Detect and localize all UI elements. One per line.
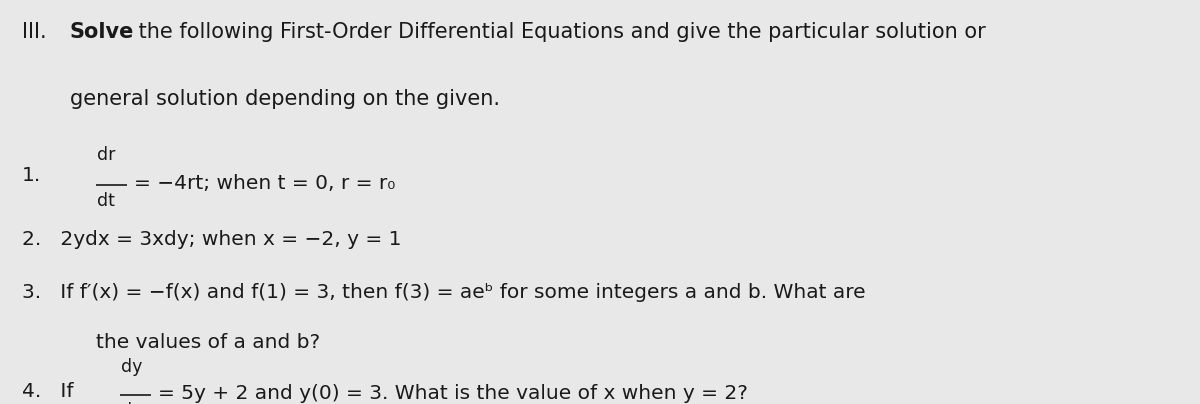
Text: Solve: Solve [70,22,134,42]
Text: dy: dy [121,358,143,376]
Text: the values of a and b?: the values of a and b? [96,333,320,352]
Text: 2.   2ydx = 3xdy; when x = −2, y = 1: 2. 2ydx = 3xdy; when x = −2, y = 1 [22,230,401,249]
Text: dt: dt [97,192,115,210]
Text: III.: III. [22,22,47,42]
Text: dr: dr [97,146,115,164]
Text: the following First-Order Differential Equations and give the particular solutio: the following First-Order Differential E… [132,22,985,42]
Text: = 5y + 2 and y(0) = 3. What is the value of x when y = 2?: = 5y + 2 and y(0) = 3. What is the value… [158,384,749,404]
Text: 3.   If f′(x) = −f(x) and f(1) = 3, then f(3) = aeᵇ for some integers a and b. W: 3. If f′(x) = −f(x) and f(1) = 3, then f… [22,283,865,302]
Text: = −4rt; when t = 0, r = r₀: = −4rt; when t = 0, r = r₀ [134,174,396,194]
Text: 1.: 1. [22,166,41,185]
Text: dx: dx [121,402,143,404]
Text: 4.   If: 4. If [22,382,73,401]
Text: general solution depending on the given.: general solution depending on the given. [70,89,499,109]
